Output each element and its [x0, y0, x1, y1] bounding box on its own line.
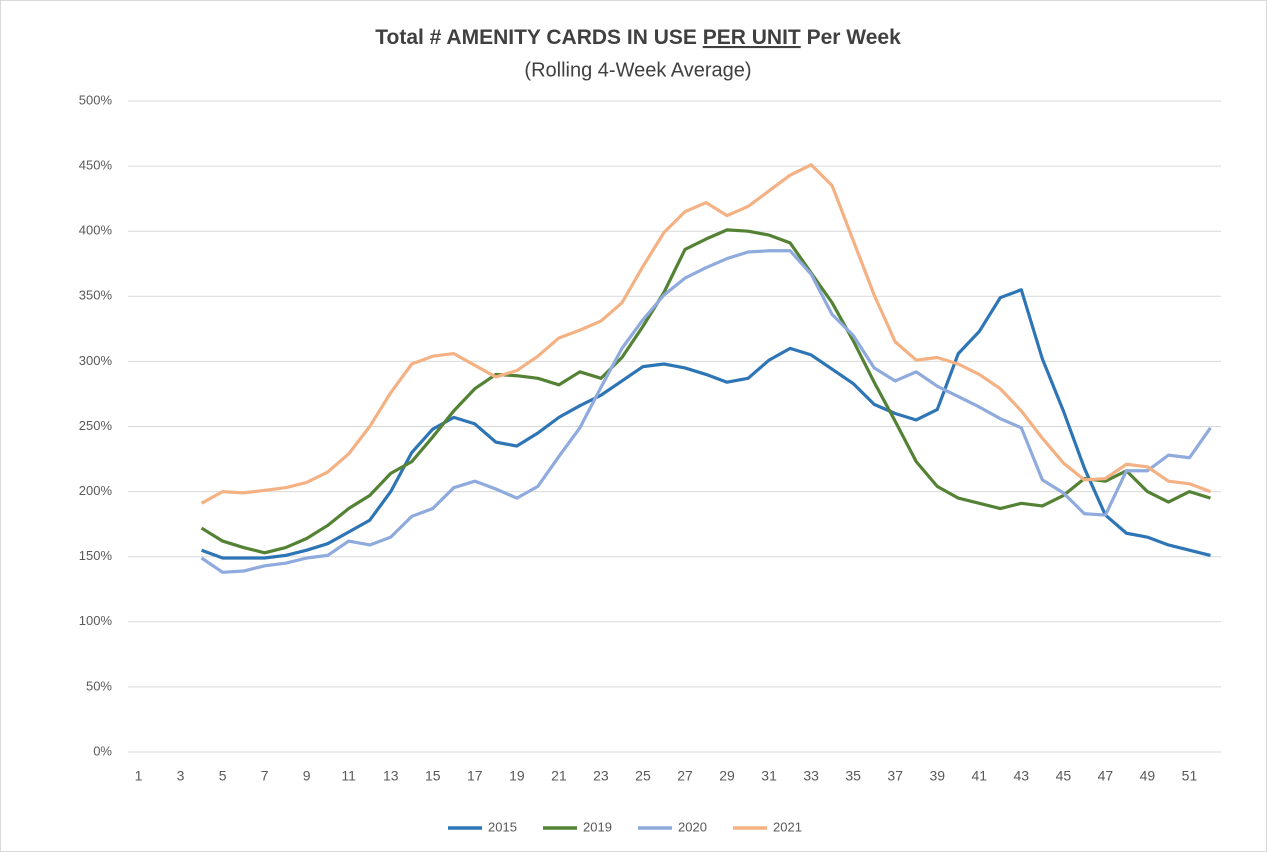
- x-tick-label: 31: [761, 768, 777, 784]
- y-tick-label: 150%: [79, 548, 113, 563]
- x-tick-label: 25: [635, 768, 651, 784]
- x-tick-label: 3: [177, 768, 185, 784]
- y-tick-label: 300%: [79, 353, 113, 368]
- x-tick-label: 29: [719, 768, 735, 784]
- series-line: [200, 249, 1212, 574]
- x-tick-label: 11: [341, 768, 356, 784]
- x-tick-label: 43: [1014, 768, 1030, 784]
- y-tick-label: 200%: [79, 483, 113, 498]
- x-tick-label: 27: [677, 768, 693, 784]
- x-tick-label: 15: [425, 768, 441, 784]
- y-tick-label: 400%: [79, 223, 113, 238]
- y-tick-label: 0%: [93, 743, 112, 758]
- x-tick-label: 41: [971, 768, 987, 784]
- x-tick-label: 7: [261, 768, 269, 784]
- x-tick-label: 35: [845, 768, 861, 784]
- chart-subtitle: (Rolling 4-Week Average): [524, 59, 751, 81]
- x-tick-label: 17: [467, 768, 483, 784]
- series-line: [200, 163, 1212, 505]
- x-tick-label: 51: [1182, 768, 1198, 784]
- x-tick-label: 21: [551, 768, 567, 784]
- title-part: Total # AMENITY CARDS IN USE: [375, 26, 697, 49]
- x-tick-label: 23: [593, 768, 609, 784]
- title-part: Per Week: [807, 26, 901, 49]
- x-tick-label: 5: [219, 768, 227, 784]
- x-tick-label: 47: [1098, 768, 1114, 784]
- series-line: [201, 288, 1211, 560]
- x-tick-label: 49: [1140, 768, 1156, 784]
- x-tick-label: 33: [803, 768, 819, 784]
- legend-label: 2019: [583, 819, 612, 834]
- x-tick-label: 13: [383, 768, 399, 784]
- x-tick-label: 1: [135, 768, 143, 784]
- chart-title: Total # AMENITY CARDS IN USE PER UNIT Pe…: [375, 26, 901, 49]
- x-tick-label: 39: [929, 768, 945, 784]
- x-tick-label: 9: [303, 768, 311, 784]
- legend-label: 2015: [488, 819, 517, 834]
- legend-label: 2021: [773, 819, 802, 834]
- series-line: [200, 228, 1211, 555]
- legend-label: 2020: [678, 819, 707, 834]
- y-tick-label: 350%: [79, 288, 113, 303]
- title-underlined: PER UNIT: [703, 26, 801, 49]
- x-tick-label: 45: [1056, 768, 1072, 784]
- y-tick-label: 250%: [79, 418, 113, 433]
- y-tick-label: 100%: [79, 613, 113, 628]
- y-tick-label: 50%: [86, 678, 112, 693]
- x-tick-label: 37: [887, 768, 903, 784]
- y-tick-label: 500%: [79, 92, 113, 107]
- y-tick-label: 450%: [79, 158, 113, 173]
- x-tick-label: 19: [509, 768, 525, 784]
